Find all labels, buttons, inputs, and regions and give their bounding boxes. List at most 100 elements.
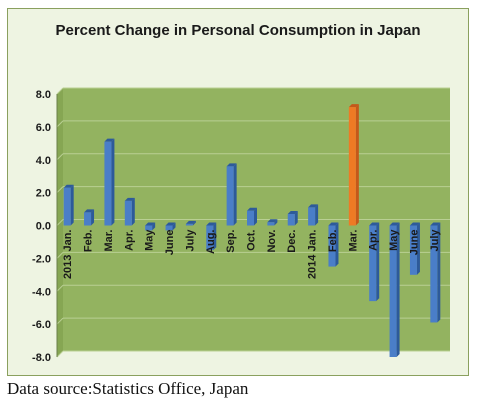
data-source-note: Data source:Statistics Office, Japan: [7, 379, 249, 398]
bar: [104, 138, 115, 226]
bar: [226, 163, 237, 226]
bar-face: [206, 225, 214, 251]
x-tick-label: Mar.: [103, 230, 115, 252]
x-tick-label: Mar.: [347, 230, 359, 252]
bar-face: [409, 225, 417, 275]
bar-face: [287, 213, 295, 226]
bar: [409, 222, 420, 275]
x-tick-label: Nov.: [266, 230, 278, 253]
bar-side: [294, 210, 298, 226]
x-tick-label: July: [184, 229, 196, 252]
x-tick-label: Oct.: [246, 230, 258, 251]
bar-top: [348, 104, 359, 108]
bar-side: [213, 222, 217, 251]
x-tick-label: 2013 Jan.: [62, 230, 74, 280]
x-tick-label: June: [408, 230, 420, 256]
bar-side: [416, 222, 420, 275]
bar: [389, 222, 400, 357]
bar-side: [396, 222, 400, 357]
bar: [145, 222, 156, 231]
y-tick-label: -2.0: [32, 253, 51, 265]
bar-top: [124, 197, 135, 201]
y-tick-label: 8.0: [36, 89, 51, 101]
gridline-depth: [56, 317, 64, 325]
bar-side: [335, 222, 339, 267]
bar-side: [376, 222, 380, 302]
bar-face: [328, 225, 336, 267]
bar-side: [192, 220, 196, 226]
bar-top: [63, 184, 74, 188]
x-tick-label: Feb.: [327, 230, 339, 253]
bar-side: [233, 163, 237, 226]
bar: [84, 209, 95, 226]
bar-side: [111, 138, 115, 226]
bar-side: [274, 219, 278, 226]
bar-top: [287, 210, 298, 214]
bar-face: [267, 222, 275, 226]
bar-top: [84, 209, 95, 213]
bar-face: [63, 187, 71, 226]
bar-top: [409, 222, 420, 226]
bar-face: [369, 225, 377, 302]
bar-side: [437, 222, 441, 323]
y-tick-label: -6.0: [32, 319, 51, 331]
bar-side: [172, 222, 176, 231]
gridline-depth: [56, 120, 64, 128]
y-tick-label: -4.0: [32, 286, 51, 298]
bar-top: [389, 222, 400, 226]
bar: [124, 197, 135, 226]
bar-face: [185, 223, 193, 226]
bar-top: [247, 207, 257, 211]
bar-top: [308, 204, 319, 208]
x-tick-label: May: [144, 229, 156, 251]
x-tick-label: Apr.: [123, 230, 135, 251]
bar: [308, 204, 319, 226]
x-tick-label: 2014 Jan.: [307, 230, 319, 280]
y-tick-label: -8.0: [32, 352, 51, 364]
x-tick-label: Sep.: [225, 230, 237, 253]
bar: [328, 222, 339, 267]
bar-face: [348, 107, 356, 226]
bar-face: [226, 166, 234, 226]
bar-top: [104, 138, 115, 142]
bar-top: [165, 222, 176, 226]
chart-title: Percent Change in Personal Consumption i…: [55, 22, 421, 39]
bar: [185, 220, 196, 226]
bar-face: [389, 225, 397, 357]
bar-face: [84, 212, 92, 226]
x-tick-label: July: [429, 229, 441, 252]
bar-face: [104, 141, 112, 226]
bar-top: [226, 163, 237, 167]
bar-face: [145, 225, 153, 231]
gridline-depth: [56, 87, 64, 95]
y-tick-label: 0.0: [36, 221, 51, 233]
x-tick-label: Dec.: [286, 230, 298, 253]
bar: [369, 222, 380, 302]
bar-top: [145, 222, 156, 226]
bar-top: [369, 222, 380, 226]
bar: [206, 222, 217, 251]
bar-side: [355, 104, 359, 226]
bar-face: [308, 207, 316, 226]
bar: [348, 104, 359, 226]
x-tick-label: Apr.: [368, 230, 380, 251]
y-tick-label: 6.0: [36, 122, 51, 134]
bar: [287, 210, 298, 226]
bar-side: [70, 184, 74, 226]
y-tick-label: 2.0: [36, 188, 51, 200]
gridline-depth: [56, 186, 64, 193]
bar-side: [315, 204, 319, 226]
bar-top: [185, 220, 196, 224]
bar-side: [131, 197, 135, 226]
bar-face: [247, 210, 254, 226]
bar-top: [267, 219, 278, 223]
bar-top: [328, 222, 339, 226]
bar-side: [254, 207, 257, 226]
x-tick-label: May: [388, 229, 400, 251]
bar: [165, 222, 176, 231]
x-tick-label: June: [164, 230, 176, 256]
bar-side: [152, 222, 156, 231]
bar-face: [165, 225, 173, 231]
bar-face: [124, 200, 132, 226]
